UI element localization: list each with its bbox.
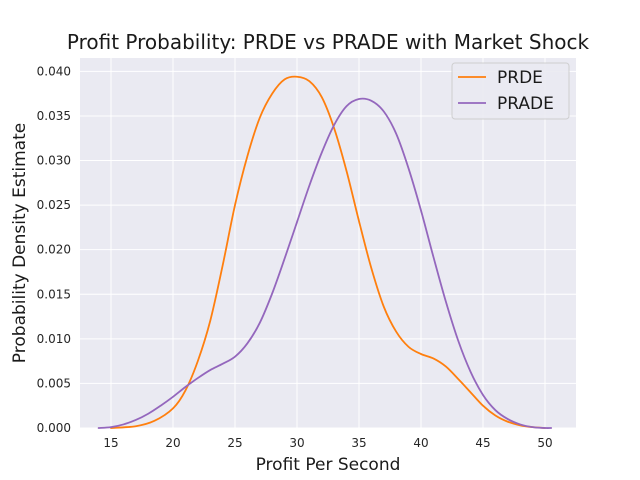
y-tick-label: 0.020 xyxy=(37,243,71,257)
y-tick-label: 0.000 xyxy=(37,421,71,435)
x-tick-label: 15 xyxy=(103,436,118,450)
y-tick-label: 0.015 xyxy=(37,287,71,301)
legend: PRDE PRADE xyxy=(451,62,570,120)
x-tick-label: 20 xyxy=(165,436,180,450)
legend-label-prade: PRADE xyxy=(497,94,554,114)
x-tick-label: 45 xyxy=(475,436,490,450)
y-tick-label: 0.040 xyxy=(37,64,71,78)
x-tick-labels: 15 20 25 30 35 40 45 50 xyxy=(103,436,552,450)
series-line-prde xyxy=(110,75,546,429)
x-tick-label: 25 xyxy=(227,436,242,450)
plot-background xyxy=(80,58,576,428)
x-tick-label: 50 xyxy=(537,436,552,450)
y-tick-labels: 0.000 0.005 0.010 0.015 0.020 0.025 0.030 0.035… xyxy=(37,64,71,435)
y-tick-label: 0.035 xyxy=(37,109,71,123)
y-tick-label: 0.030 xyxy=(37,154,71,168)
chart-title: Profit Probability: PRDE vs PRADE with M… xyxy=(67,30,590,54)
y-axis-label: Probability Density Estimate xyxy=(10,123,30,363)
x-axis-label: Profit Per Second xyxy=(256,455,401,475)
x-tick-label: 30 xyxy=(289,436,304,450)
y-tick-label: 0.005 xyxy=(37,376,71,390)
y-tick-label: 0.025 xyxy=(37,198,71,212)
x-tick-label: 40 xyxy=(413,436,428,450)
series-line-prade xyxy=(97,97,553,429)
legend-label-prde: PRDE xyxy=(497,68,543,88)
series-lines xyxy=(97,75,553,429)
gridlines xyxy=(80,58,576,429)
x-tick-label: 35 xyxy=(351,436,366,450)
y-tick-label: 0.010 xyxy=(37,332,71,346)
